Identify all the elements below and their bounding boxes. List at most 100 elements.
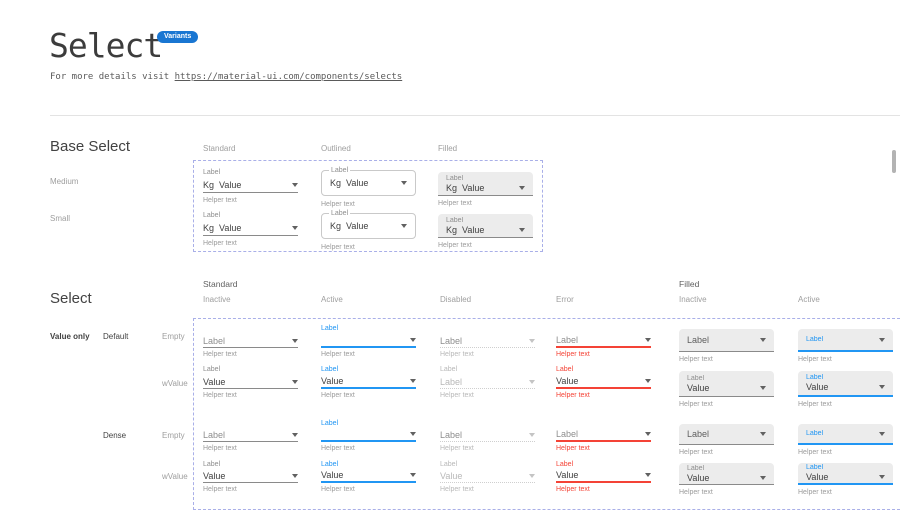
select-control[interactable]: Label [556,428,651,442]
select-control[interactable]: Label [679,424,774,445]
value-text: Value [219,180,242,190]
select-standard-active-wvalue: Label Value Helper text [321,365,416,399]
select-standard-disabled-empty-dense: Label Helper text [440,419,535,452]
select-control[interactable] [321,334,416,348]
select-control[interactable] [321,428,416,442]
state-header-filled-inactive: Inactive [679,295,707,304]
select-control[interactable]: Label [440,334,535,348]
select-control[interactable]: Value [440,469,535,483]
helper-text: Helper text [438,242,472,249]
select-value: Value [806,472,829,482]
select-float-label: Label [321,420,339,427]
select-control[interactable]: Label Value [798,463,893,485]
value-text: Value [346,221,369,231]
row-group-value-only: Value only [50,332,90,341]
select-control[interactable]: Value [321,375,416,389]
adornment-kg: Kg [446,182,458,193]
select-standard-error-empty: Label Helper text [556,324,651,358]
select-control[interactable]: Label [798,424,893,445]
density-label-dense: Dense [103,431,127,440]
row-label-wvalue: wValue [162,379,188,388]
select-control[interactable]: Label [798,329,893,352]
select-float-label: Label [440,461,458,468]
select-control[interactable]: Label [679,329,774,352]
select-value: Value [806,382,829,392]
select-control[interactable]: Label Value [679,463,774,485]
dropdown-arrow-icon [292,338,298,343]
select-control[interactable]: Label [203,428,298,442]
select-heading: Select [50,290,92,307]
select-float-label: Label [806,335,824,343]
select-control[interactable]: Label [440,375,535,389]
helper-text: Helper text [798,449,832,456]
select-control[interactable]: Value [203,469,298,483]
docs-link[interactable]: https://material-ui.com/components/selec… [174,72,403,82]
select-control[interactable]: Kg Value [203,221,298,236]
dropdown-arrow-icon [410,432,416,436]
helper-text: Helper text [321,244,355,251]
select-control[interactable]: Label [440,428,535,442]
select-control[interactable]: Value [203,375,298,389]
row-label-small: Small [50,214,71,223]
column-header-outlined: Outlined [321,144,351,153]
value-text: Value [462,182,485,193]
select-value: Kg Value [330,178,368,188]
select-standard-active-wvalue-dense: Label Value Helper text [321,460,416,493]
base-select-outlined-small: Label Kg Value Helper text [321,210,416,251]
helper-text: Helper text [321,201,355,208]
select-control[interactable]: Value [321,469,416,483]
select-float-label: Label [203,461,221,468]
select-value: Kg Value [446,225,484,235]
state-header-disabled: Disabled [440,295,472,304]
select-filled-inactive-empty-dense: Label Helper text [679,424,774,456]
dropdown-arrow-icon [645,338,651,342]
state-header-inactive: Inactive [203,295,231,304]
select-float-label: Label [687,374,705,382]
helper-text: Helper text [203,351,237,358]
dropdown-arrow-icon [760,385,766,390]
label-slot [203,419,298,428]
vertical-scrollbar-thumb[interactable] [892,150,896,173]
state-header-filled-active: Active [798,295,820,304]
helper-text: Helper text [321,486,355,493]
select-standard-disabled-empty: Label Helper text [440,324,535,358]
select-control[interactable]: Value [556,469,651,483]
select-value: Label [556,335,579,345]
dropdown-arrow-icon [292,379,298,384]
select-control[interactable]: Label [203,334,298,348]
dropdown-arrow-icon [645,379,651,383]
select-control[interactable]: Label Kg Value [321,210,416,239]
select-filled-active-empty-dense: Label Helper text [798,424,893,456]
base-select-component-frame [193,160,543,252]
value-text: Value [346,178,369,188]
select-control[interactable]: Label Value [679,371,774,397]
group-header-standard: Standard [203,279,238,289]
select-control[interactable]: Kg Value [203,178,298,193]
variants-badge: Variants [157,31,199,43]
select-control[interactable]: Label [556,334,651,348]
base-select-standard-medium: Label Kg Value Helper text [203,168,298,204]
helper-text: Helper text [440,486,474,493]
column-header-standard: Standard [203,144,236,153]
dropdown-arrow-icon [519,227,525,232]
helper-text: Helper text [798,489,832,496]
select-value: Kg Value [203,223,241,233]
select-control[interactable]: Label Kg Value [438,172,533,196]
select-value: Value [321,470,344,480]
base-select-outlined-medium: Label Kg Value Helper text [321,167,416,208]
select-value: Label [687,335,710,345]
select-control[interactable]: Label Value [798,371,893,397]
dropdown-arrow-icon [645,473,651,477]
select-value: Value [556,376,579,386]
select-value: Kg Value [446,183,484,193]
helper-text: Helper text [321,351,355,358]
select-filled-inactive-wvalue-dense: Label Value Helper text [679,463,774,496]
select-control[interactable]: Label Kg Value [321,167,416,196]
base-select-heading: Base Select [50,138,131,155]
dropdown-arrow-icon [879,475,885,479]
select-control[interactable]: Label Kg Value [438,214,533,238]
select-control[interactable]: Value [556,375,651,389]
select-filled-active-wvalue-dense: Label Value Helper text [798,463,893,496]
state-header-active: Active [321,295,343,304]
subtitle-text: For more details visit [50,72,175,82]
